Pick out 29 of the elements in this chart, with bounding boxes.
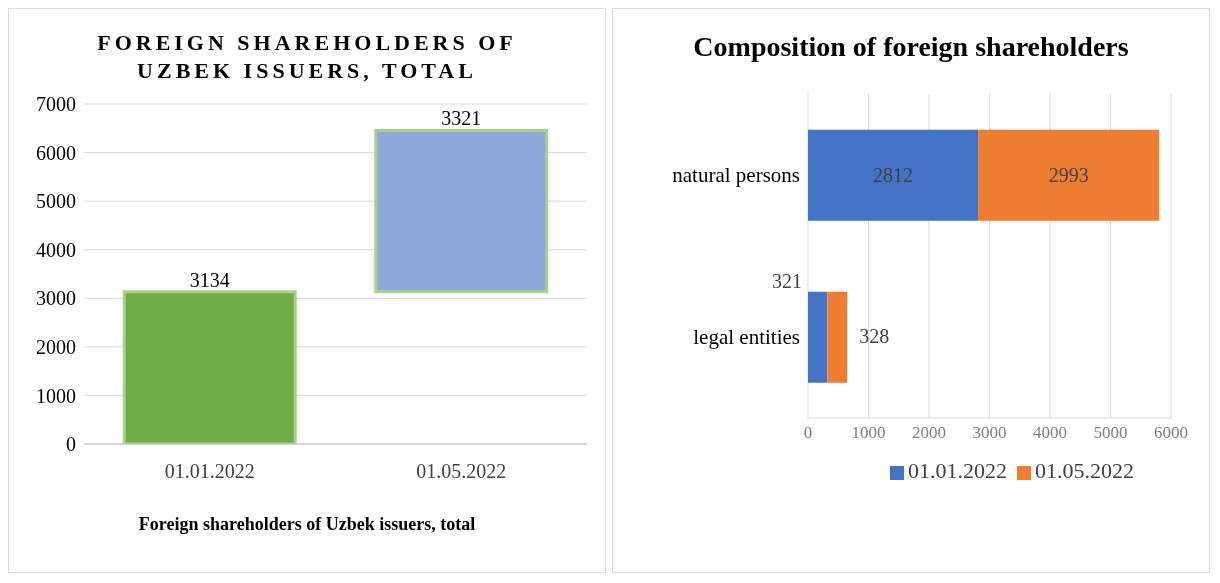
- y-tick-label: 3000: [36, 287, 76, 310]
- x-tick-label: 2000: [912, 423, 946, 443]
- y-tick-label: legal entities: [693, 325, 800, 350]
- y-tick-label: natural persons: [672, 163, 800, 188]
- chart-title: FOREIGN SHAREHOLDERS OF UZBEK ISSUERS, TOTAL: [96, 29, 518, 84]
- x-tick-label: 5000: [1093, 423, 1128, 443]
- x-tick-label: 4000: [1033, 423, 1067, 443]
- y-tick-label: 2000: [36, 335, 76, 358]
- bar: [808, 129, 979, 221]
- x-axis-title: Foreign shareholders of Uzbek issuers, total: [137, 514, 477, 535]
- data-label: 2812: [873, 164, 914, 187]
- chart-title: Composition of foreign shareholders: [692, 30, 1130, 64]
- x-tick-label: 6000: [1154, 423, 1188, 443]
- bar: [827, 291, 848, 383]
- x-tick-label: 0: [803, 423, 813, 443]
- data-label: 3134: [189, 268, 230, 291]
- y-tick-label: 1000: [36, 384, 76, 407]
- bar: [808, 291, 828, 383]
- data-label: 321: [772, 269, 802, 292]
- x-tick-label: 1000: [851, 423, 886, 443]
- data-label: 3321: [441, 107, 482, 130]
- bar: [978, 129, 1160, 221]
- data-label: 2993: [1048, 164, 1089, 187]
- y-tick-label: 4000: [36, 238, 76, 261]
- y-tick-label: 6000: [36, 141, 76, 164]
- data-label: 328: [859, 325, 890, 348]
- y-tick-label: 5000: [36, 190, 76, 213]
- y-tick-label: 7000: [36, 93, 76, 116]
- x-tick-label: 3000: [972, 423, 1007, 443]
